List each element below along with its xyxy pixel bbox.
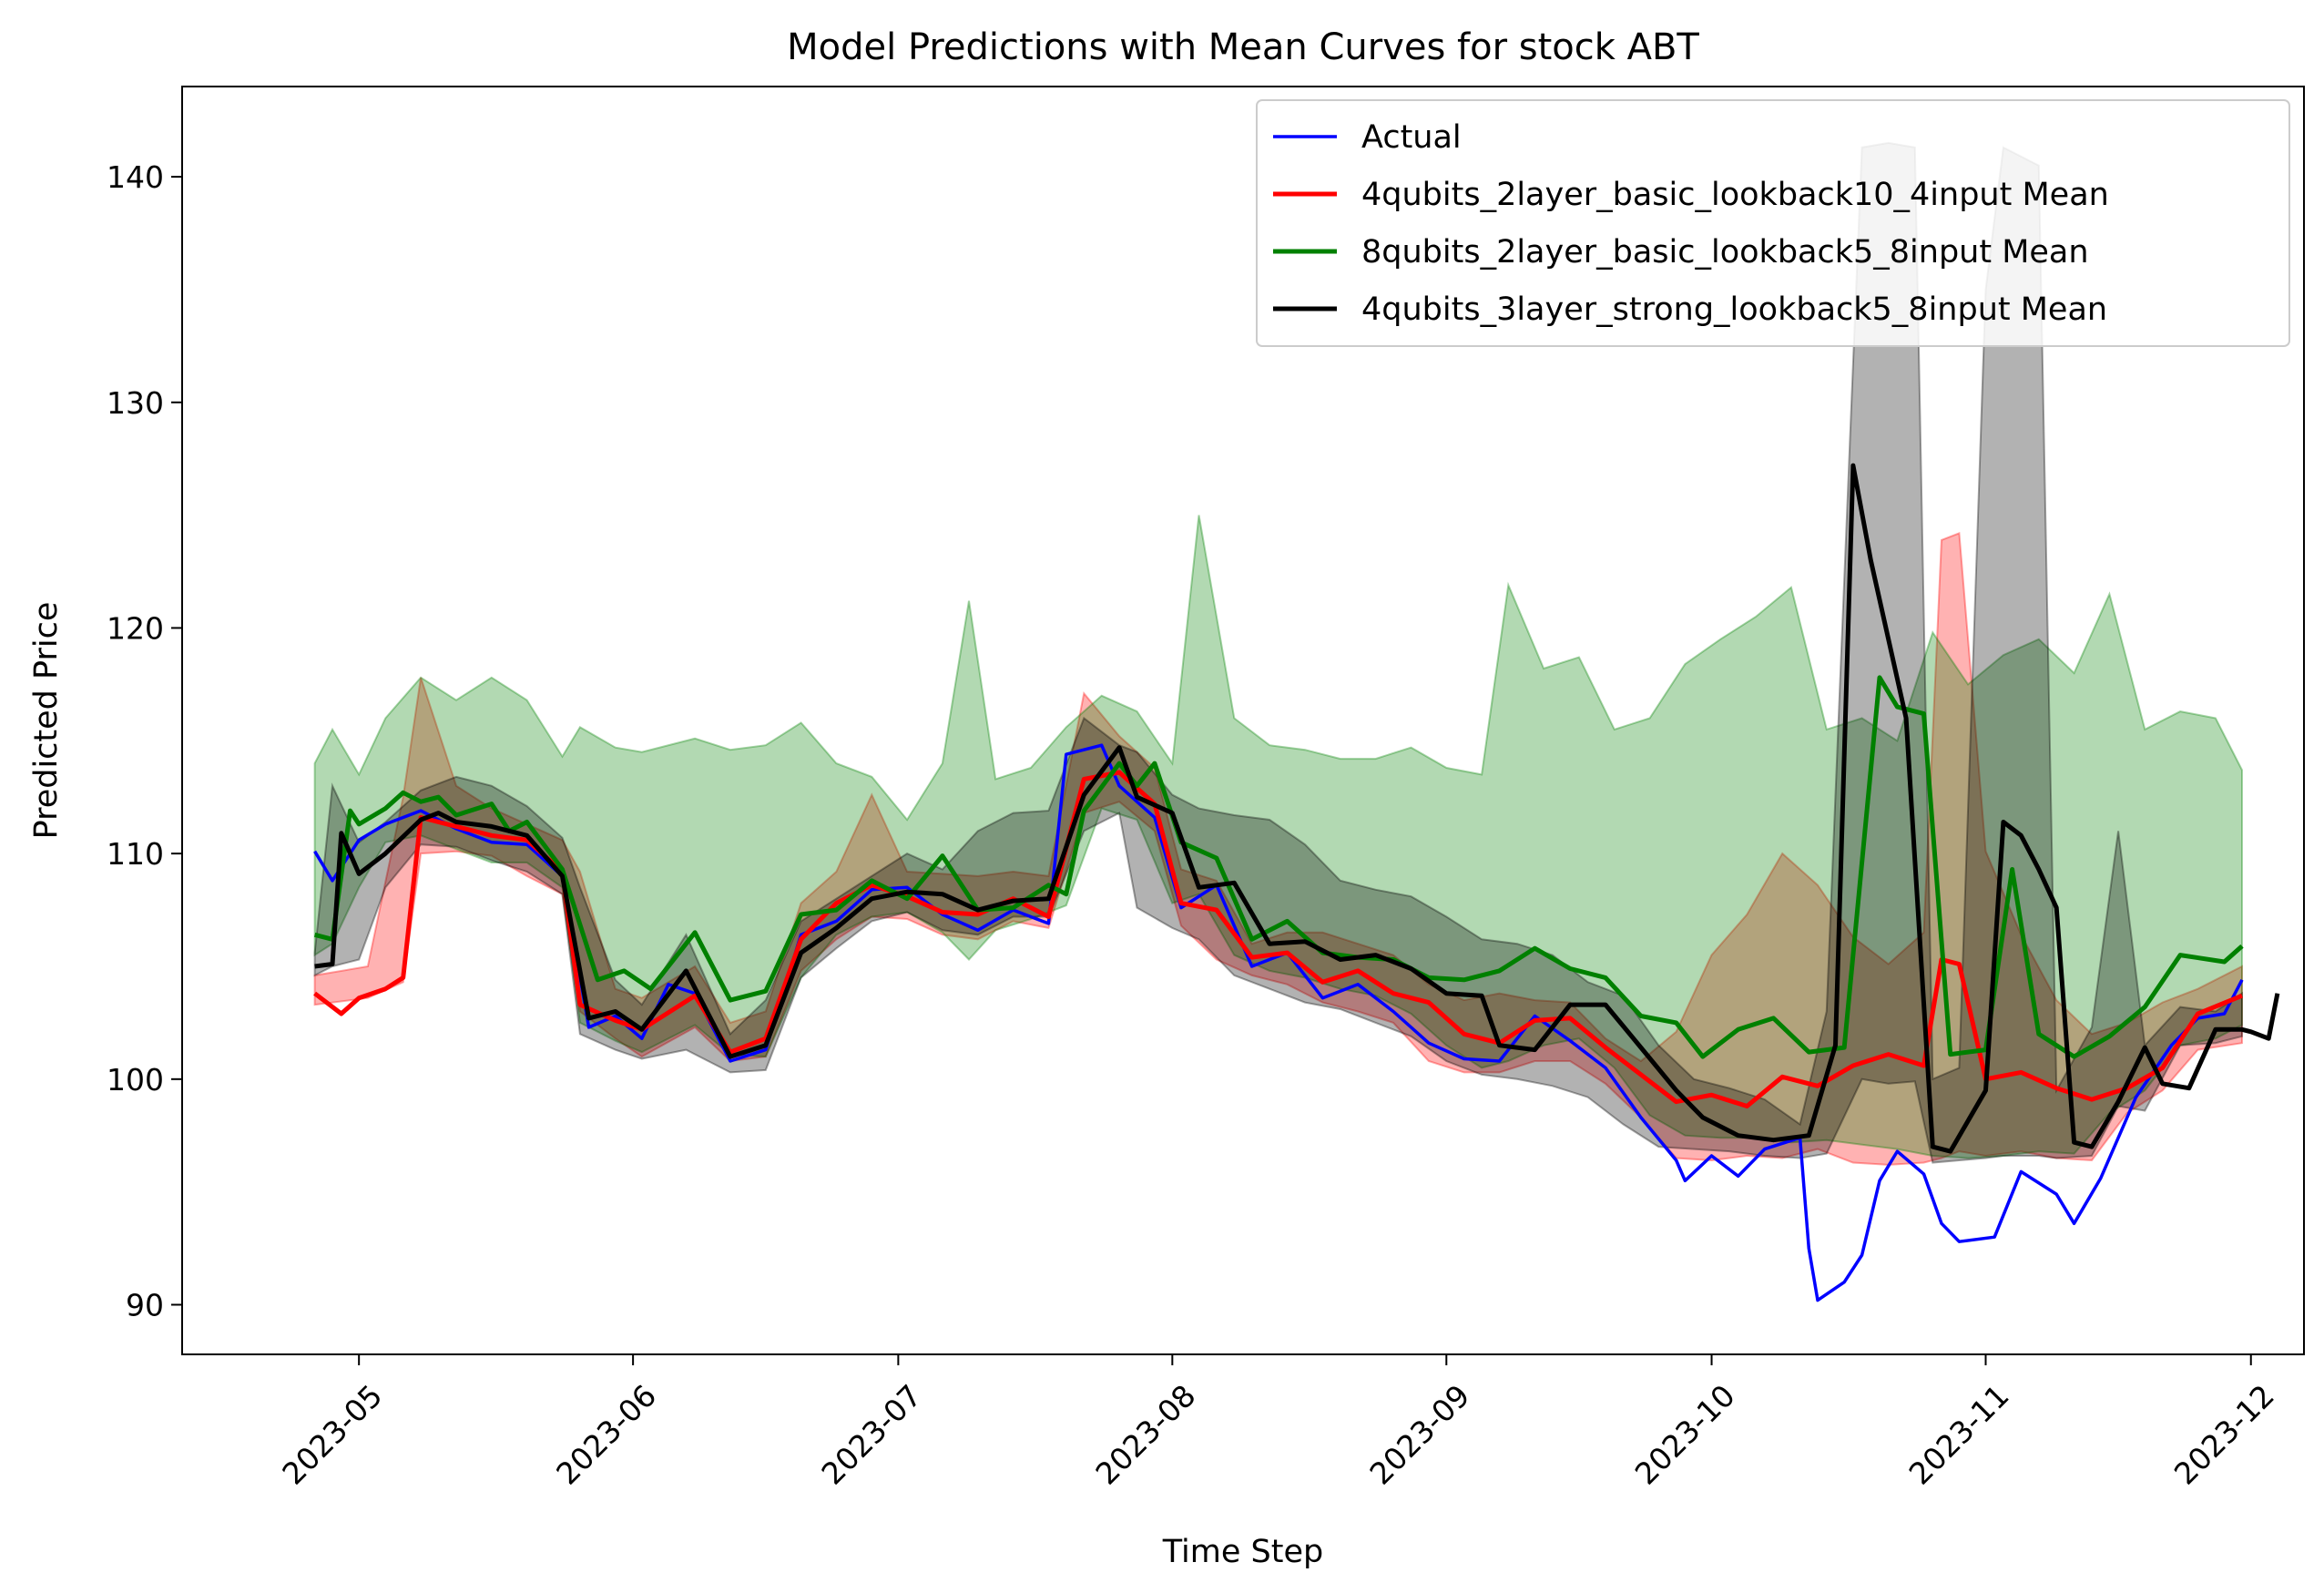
legend-label: 8qubits_2layer_basic_lookback5_8input Me… xyxy=(1361,234,2089,271)
plot-frame xyxy=(181,86,2305,1355)
legend-label: Actual xyxy=(1361,119,1462,156)
legend: Actual 4qubits_2layer_basic_lookback10_4i… xyxy=(1256,99,2290,347)
y-tick-label: 120 xyxy=(107,610,164,646)
band-4qubits-3layer-strong-lookback5-8input-mean xyxy=(313,141,2243,1164)
line-actual xyxy=(313,743,2244,1302)
y-axis-ticks: 90 100 110 120 130 140 xyxy=(107,159,182,1323)
y-tick-label: 100 xyxy=(107,1062,164,1098)
legend-label: 4qubits_2layer_basic_lookback10_4input M… xyxy=(1361,177,2109,213)
y-tick-label: 90 xyxy=(126,1288,164,1323)
band-4qubits-2layer-basic-lookback10-4input-mean xyxy=(313,531,2243,1166)
y-tick-label: 110 xyxy=(107,836,164,872)
line-4qubits-2layer-basic-lookback10-4input-mean xyxy=(313,770,2243,1108)
y-axis-label: Predicted Price xyxy=(28,602,65,840)
legend-label: 4qubits_3layer_strong_lookback5_8input M… xyxy=(1361,291,2107,328)
series-lines xyxy=(313,463,2280,1302)
y-tick-label: 130 xyxy=(107,385,164,421)
y-tick-label: 140 xyxy=(107,159,164,195)
line-4qubits-3layer-strong-lookback5-8input-mean xyxy=(314,463,2280,1154)
confidence-bands xyxy=(313,141,2243,1166)
band-8qubits-2layer-basic-lookback5-8input-mean xyxy=(313,515,2243,1159)
chart-title: Model Predictions with Mean Curves for s… xyxy=(787,26,1699,68)
x-axis-label: Time Step xyxy=(1162,1534,1323,1570)
legend-box xyxy=(1256,99,2290,347)
